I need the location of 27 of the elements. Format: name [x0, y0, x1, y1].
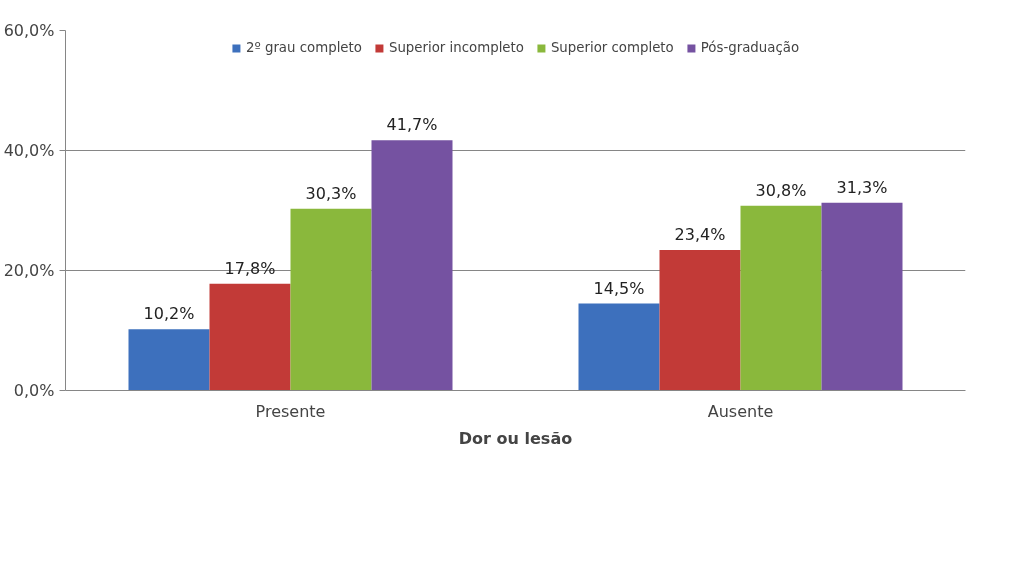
- y-tick-label: 60,0%: [3, 21, 55, 40]
- bar: [371, 140, 453, 391]
- data-label: 14,5%: [593, 278, 645, 298]
- data-label: 17,8%: [224, 258, 276, 278]
- y-tick-label: 0,0%: [13, 381, 55, 400]
- bar: [740, 205, 822, 391]
- x-axis-title: Dor ou lesão: [458, 428, 573, 448]
- bar: [659, 250, 741, 391]
- bar: [209, 283, 291, 391]
- data-label: 31,3%: [836, 177, 888, 197]
- bar: [290, 208, 372, 391]
- legend-label: Superior completo: [550, 40, 674, 55]
- data-label: 30,8%: [755, 180, 807, 200]
- data-label: 10,2%: [143, 304, 195, 324]
- bar: [578, 303, 660, 391]
- y-tick-label: 40,0%: [3, 141, 55, 160]
- legend-label: Pós-graduação: [700, 40, 800, 55]
- bar: [821, 202, 903, 391]
- legend-label: Superior incompleto: [388, 40, 524, 55]
- x-tick-label: Presente: [255, 401, 326, 421]
- x-tick-label: Ausente: [707, 401, 774, 421]
- data-label: 23,4%: [674, 225, 726, 245]
- y-tick-label: 20,0%: [3, 261, 55, 280]
- data-label: 41,7%: [386, 115, 438, 135]
- bar: [128, 329, 210, 391]
- data-label: 30,3%: [305, 183, 357, 203]
- legend-label: 2º grau completo: [245, 40, 362, 55]
